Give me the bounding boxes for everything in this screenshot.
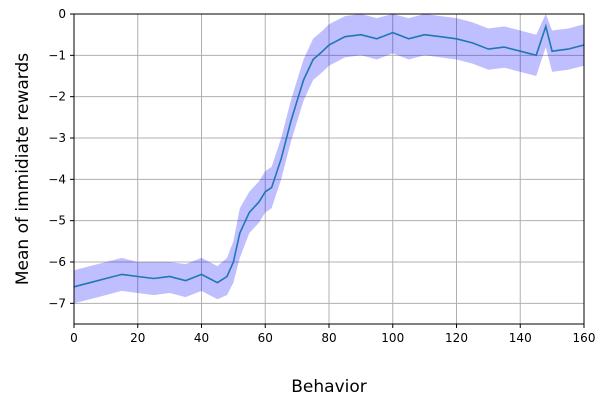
x-tick-label: 80 [321, 331, 336, 345]
x-tick-label: 160 [573, 331, 596, 345]
x-tick-label: 140 [509, 331, 532, 345]
mean-line [73, 23, 585, 288]
y-axis-label: Mean of immidiate rewards [13, 53, 33, 285]
x-tick-label: 20 [130, 331, 145, 345]
y-tick-label: −6 [48, 255, 66, 269]
y-tick-label: −7 [48, 296, 66, 310]
x-axis: 0 20 40 60 80 100 120 140 160 [70, 324, 595, 345]
x-tick-label: 0 [70, 331, 78, 345]
y-tick-label: −5 [48, 214, 66, 228]
y-tick-label: −4 [48, 172, 66, 186]
y-axis: 0 −1 −2 −3 −4 −5 −6 −7 [48, 7, 74, 310]
x-tick-label: 40 [194, 331, 209, 345]
y-tick-label: −3 [48, 131, 66, 145]
x-tick-label: 100 [381, 331, 404, 345]
y-tick-label: −2 [48, 90, 66, 104]
x-tick-label: 60 [258, 331, 273, 345]
grid [73, 13, 585, 324]
x-tick-label: 120 [445, 331, 468, 345]
y-tick-label: −1 [48, 48, 66, 62]
y-tick-label: 0 [58, 7, 66, 21]
x-axis-label: Behavior [291, 377, 367, 397]
